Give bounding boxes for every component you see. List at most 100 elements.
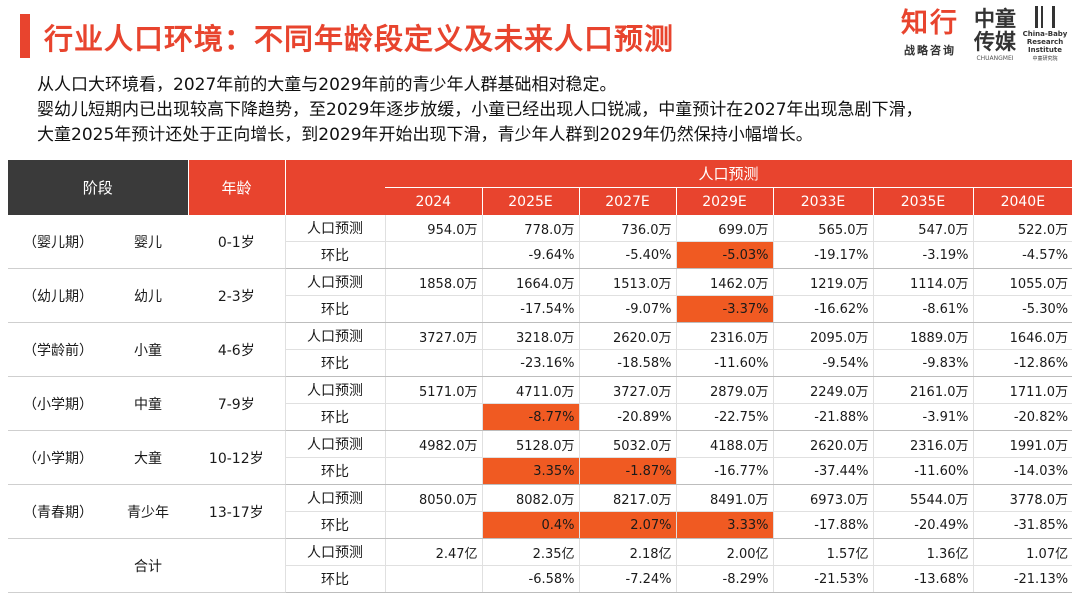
stage-period: （学龄前）: [8, 322, 108, 377]
forecast-cell: 4711.0万: [481, 376, 580, 404]
metric-label-forecast: 人口预测: [284, 484, 386, 512]
forecast-cell: 2879.0万: [675, 376, 774, 404]
growth-cell-highlighted: -3.37%: [675, 295, 774, 323]
forecast-cell: 1462.0万: [675, 268, 774, 296]
header-year: 2040E: [973, 187, 1073, 215]
growth-cell: -5.30%: [972, 295, 1073, 323]
forecast-cell: 3727.0万: [384, 322, 483, 350]
forecast-cell: 5032.0万: [578, 430, 677, 458]
growth-cell: -4.57%: [972, 241, 1073, 269]
growth-cell: -9.83%: [872, 349, 974, 377]
population-forecast-table: 阶段 年龄 人口预测 2024 2025E 2027E 2029E 2033E 2035E…: [8, 160, 1073, 593]
growth-cell: [384, 241, 483, 269]
stage-name: 婴儿: [108, 215, 189, 269]
metric-label-growth: 环比: [284, 457, 386, 485]
age-range: 13-17岁: [188, 484, 286, 539]
forecast-cell: 1646.0万: [972, 322, 1073, 350]
growth-cell: -23.16%: [481, 349, 580, 377]
growth-cell: -8.29%: [675, 565, 774, 593]
summary-line: 从人口大环境看，2027年前的大童与2029年前的青少年人群基础相对稳定。: [37, 75, 617, 95]
metric-label-forecast: 人口预测: [284, 322, 386, 350]
summary-line: 大童2025年预计还处于正向增长，到2029年开始出现下滑，青少年人群到2029…: [37, 125, 813, 145]
forecast-cell: 4188.0万: [675, 430, 774, 458]
forecast-cell: 1219.0万: [772, 268, 874, 296]
forecast-cell: 2.18亿: [578, 538, 677, 566]
metric-label-forecast: 人口预测: [284, 268, 386, 296]
forecast-cell: 1055.0万: [972, 268, 1073, 296]
growth-cell: -19.17%: [772, 241, 874, 269]
forecast-cell: 5544.0万: [872, 484, 974, 512]
forecast-cell: 565.0万: [772, 215, 874, 242]
growth-cell: -21.53%: [772, 565, 874, 593]
forecast-cell: 2316.0万: [872, 430, 974, 458]
forecast-cell: 6973.0万: [772, 484, 874, 512]
forecast-cell: 8082.0万: [481, 484, 580, 512]
growth-cell: -16.62%: [772, 295, 874, 323]
growth-cell: -14.03%: [972, 457, 1073, 485]
header-metric-blank: [285, 160, 386, 215]
header-year: 2033E: [773, 187, 874, 215]
forecast-cell: 2316.0万: [675, 322, 774, 350]
forecast-cell: 778.0万: [481, 215, 580, 242]
forecast-cell: 954.0万: [384, 215, 483, 242]
stage-name: 青少年: [108, 484, 189, 539]
forecast-cell: 4982.0万: [384, 430, 483, 458]
stage-period: （幼儿期）: [8, 268, 108, 323]
stage-period: （小学期）: [8, 376, 108, 431]
metric-label-growth: 环比: [284, 403, 386, 431]
stage-name: 合计: [108, 538, 189, 593]
metric-label-growth: 环比: [284, 565, 386, 593]
metric-label-forecast: 人口预测: [284, 215, 386, 242]
growth-cell: -17.54%: [481, 295, 580, 323]
header-year: 2035E: [873, 187, 974, 215]
forecast-cell: 5171.0万: [384, 376, 483, 404]
metric-label-forecast: 人口预测: [284, 430, 386, 458]
stage-name: 幼儿: [108, 268, 189, 323]
header-year: 2029E: [676, 187, 774, 215]
metric-label-growth: 环比: [284, 511, 386, 539]
stage-name: 小童: [108, 322, 189, 377]
forecast-cell: 1.07亿: [972, 538, 1073, 566]
header-forecast: 人口预测: [385, 160, 1073, 188]
forecast-cell: 1.57亿: [772, 538, 874, 566]
zhongtong-logo-main: 中童传媒: [974, 7, 1016, 54]
forecast-cell: 699.0万: [675, 215, 774, 242]
growth-cell: -11.60%: [675, 349, 774, 377]
forecast-cell: 2161.0万: [872, 376, 974, 404]
zhongtong-logo-sub: CHUANGMEI: [976, 55, 1014, 62]
forecast-cell: 5128.0万: [481, 430, 580, 458]
header-age: 年龄: [188, 160, 286, 215]
growth-cell: -31.85%: [972, 511, 1073, 539]
growth-cell: -21.88%: [772, 403, 874, 431]
forecast-cell: 8491.0万: [675, 484, 774, 512]
age-range: 0-1岁: [188, 215, 286, 269]
growth-cell: -6.58%: [481, 565, 580, 593]
forecast-cell: 1513.0万: [578, 268, 677, 296]
header-year: 2024: [385, 187, 483, 215]
growth-cell-highlighted: 3.33%: [675, 511, 774, 539]
forecast-cell: 2.00亿: [675, 538, 774, 566]
growth-cell: -21.13%: [972, 565, 1073, 593]
zhixing-logo: 知行 战略咨询: [894, 8, 966, 58]
growth-cell: -20.82%: [972, 403, 1073, 431]
forecast-cell: 1991.0万: [972, 430, 1073, 458]
growth-cell: [384, 457, 483, 485]
forecast-cell: 2.47亿: [384, 538, 483, 566]
growth-cell: -20.89%: [578, 403, 677, 431]
growth-cell: -11.60%: [872, 457, 974, 485]
growth-cell: [384, 511, 483, 539]
age-range: 4-6岁: [188, 322, 286, 377]
growth-cell: [384, 295, 483, 323]
growth-cell: -13.68%: [872, 565, 974, 593]
forecast-cell: 736.0万: [578, 215, 677, 242]
growth-cell-highlighted: -8.77%: [481, 403, 580, 431]
forecast-cell: 1664.0万: [481, 268, 580, 296]
growth-cell: [384, 565, 483, 593]
growth-cell: -3.91%: [872, 403, 974, 431]
forecast-cell: 2.35亿: [481, 538, 580, 566]
growth-cell: -16.77%: [675, 457, 774, 485]
growth-cell: -37.44%: [772, 457, 874, 485]
forecast-cell: 3727.0万: [578, 376, 677, 404]
forecast-cell: 3778.0万: [972, 484, 1073, 512]
zhongtong-media-logo: 中童传媒 CHUANGMEI: [972, 7, 1018, 63]
